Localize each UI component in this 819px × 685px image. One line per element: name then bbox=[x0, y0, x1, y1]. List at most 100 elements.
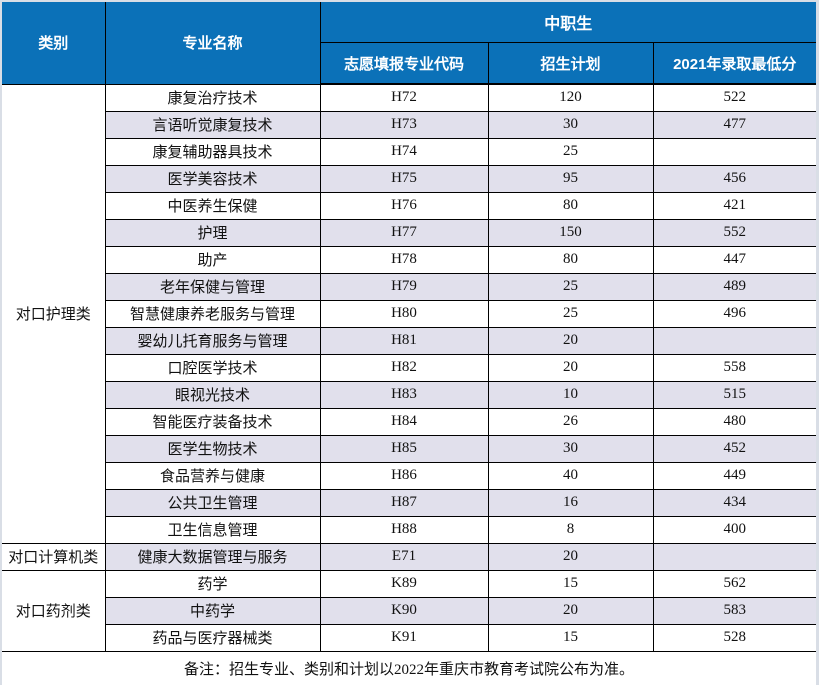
score-cell bbox=[652, 137, 817, 166]
table-row: 食品营养与健康 H86 40 449 bbox=[2, 461, 817, 490]
major-code-cell: H78 bbox=[319, 245, 489, 274]
score-cell: 434 bbox=[652, 488, 817, 517]
plan-cell: 20 bbox=[487, 353, 654, 382]
col-header-application-code: 志愿填报专业代码 bbox=[319, 42, 489, 85]
plan-cell: 8 bbox=[487, 515, 654, 544]
plan-cell: 40 bbox=[487, 461, 654, 490]
score-cell: 477 bbox=[652, 110, 817, 139]
table-row: 婴幼儿托育服务与管理 H81 20 bbox=[2, 326, 817, 355]
major-code-cell: H80 bbox=[319, 299, 489, 328]
major-code-cell: H74 bbox=[319, 137, 489, 166]
col-header-min-score-2021: 2021年录取最低分 bbox=[652, 42, 817, 85]
major-name-cell: 护理 bbox=[104, 218, 321, 247]
score-cell: 522 bbox=[652, 83, 817, 112]
major-code-cell: H81 bbox=[319, 326, 489, 355]
score-cell: 558 bbox=[652, 353, 817, 382]
major-code-cell: H84 bbox=[319, 407, 489, 436]
major-name-cell: 药品与医疗器械类 bbox=[104, 623, 321, 652]
major-name-cell: 言语听觉康复技术 bbox=[104, 110, 321, 139]
plan-cell: 15 bbox=[487, 623, 654, 652]
table-row: 对口计算机类 健康大数据管理与服务 E71 20 bbox=[1, 542, 817, 571]
score-cell: 496 bbox=[652, 299, 817, 328]
plan-cell: 25 bbox=[487, 299, 654, 328]
major-code-cell: H87 bbox=[319, 488, 489, 517]
score-cell: 449 bbox=[652, 461, 817, 490]
major-code-cell: H76 bbox=[319, 191, 489, 220]
plan-cell: 10 bbox=[487, 380, 654, 409]
major-code-cell: H88 bbox=[319, 515, 489, 544]
score-cell: 452 bbox=[652, 434, 817, 463]
major-name-cell: 婴幼儿托育服务与管理 bbox=[104, 326, 321, 355]
header-row-top: 类别 专业名称 中职生 bbox=[1, 1, 817, 85]
table-row: 中药学 K90 20 583 bbox=[2, 596, 817, 625]
score-cell: 421 bbox=[652, 191, 817, 220]
major-code-cell: E71 bbox=[319, 542, 489, 571]
major-name-cell: 医学美容技术 bbox=[104, 164, 321, 193]
major-code-cell: H73 bbox=[319, 110, 489, 139]
plan-cell: 120 bbox=[487, 83, 654, 112]
plan-cell: 80 bbox=[487, 245, 654, 274]
category-cell: 对口护理类 bbox=[1, 83, 106, 544]
major-name-cell: 康复辅助器具技术 bbox=[104, 137, 321, 166]
major-name-cell: 医学生物技术 bbox=[104, 434, 321, 463]
score-cell: 400 bbox=[652, 515, 817, 544]
table-row: 智慧健康养老服务与管理 H80 25 496 bbox=[2, 299, 817, 328]
plan-cell: 150 bbox=[487, 218, 654, 247]
major-name-cell: 中药学 bbox=[104, 596, 321, 625]
major-code-cell: K89 bbox=[319, 569, 489, 598]
table-row: 口腔医学技术 H82 20 558 bbox=[2, 353, 817, 382]
score-cell: 480 bbox=[652, 407, 817, 436]
major-name-cell: 智慧健康养老服务与管理 bbox=[104, 299, 321, 328]
table-row: 对口药剂类 药学 K89 15 562 bbox=[1, 569, 817, 652]
table-row: 中医养生保健 H76 80 421 bbox=[2, 191, 817, 220]
major-code-cell: H77 bbox=[319, 218, 489, 247]
header-row-sub: 志愿填报专业代码 招生计划 2021年录取最低分 bbox=[2, 42, 817, 85]
table-row: 智能医疗装备技术 H84 26 480 bbox=[2, 407, 817, 436]
footer-note: 备注：招生专业、类别和计划以2022年重庆市教育考试院公布为准。 bbox=[2, 651, 817, 685]
major-name-cell: 中医养生保健 bbox=[104, 191, 321, 220]
plan-cell: 15 bbox=[487, 569, 654, 598]
major-code-cell: K90 bbox=[319, 596, 489, 625]
category-cell: 对口药剂类 bbox=[1, 569, 106, 652]
footer-row: 备注：招生专业、类别和计划以2022年重庆市教育考试院公布为准。 bbox=[2, 651, 817, 685]
table-footer: 备注：招生专业、类别和计划以2022年重庆市教育考试院公布为准。 bbox=[2, 651, 817, 685]
major-name-cell: 卫生信息管理 bbox=[104, 515, 321, 544]
table-row: 助产 H78 80 447 bbox=[2, 245, 817, 274]
plan-cell: 20 bbox=[487, 326, 654, 355]
plan-cell: 25 bbox=[487, 137, 654, 166]
score-cell: 489 bbox=[652, 272, 817, 301]
table-row: 医学美容技术 H75 95 456 bbox=[2, 164, 817, 193]
score-cell: 515 bbox=[652, 380, 817, 409]
major-name-cell: 药学 bbox=[104, 569, 321, 598]
plan-cell: 80 bbox=[487, 191, 654, 220]
table-body: 对口护理类 康复治疗技术 H72 120 522 言语听觉康复技术 H73 30 477 康复辅助… bbox=[1, 83, 817, 652]
major-name-cell: 口腔医学技术 bbox=[104, 353, 321, 382]
table-row: 公共卫生管理 H87 16 434 bbox=[2, 488, 817, 517]
major-code-cell: H83 bbox=[319, 380, 489, 409]
table-row: 言语听觉康复技术 H73 30 477 bbox=[2, 110, 817, 139]
table-row: 康复辅助器具技术 H74 25 bbox=[2, 137, 817, 166]
major-name-cell: 老年保健与管理 bbox=[104, 272, 321, 301]
major-name-cell: 公共卫生管理 bbox=[104, 488, 321, 517]
major-code-cell: H75 bbox=[319, 164, 489, 193]
major-code-cell: K91 bbox=[319, 623, 489, 652]
major-name-cell: 康复治疗技术 bbox=[104, 83, 321, 112]
table-header: 类别 专业名称 中职生 志愿填报专业代码 招生计划 2021年录取最低分 bbox=[1, 1, 817, 85]
plan-cell: 20 bbox=[487, 596, 654, 625]
score-cell bbox=[652, 326, 817, 355]
table-row: 对口护理类 康复治疗技术 H72 120 522 bbox=[1, 83, 817, 544]
col-header-student-group: 中职生 bbox=[319, 1, 817, 43]
plan-cell: 30 bbox=[487, 434, 654, 463]
major-name-cell: 食品营养与健康 bbox=[104, 461, 321, 490]
table-row: 眼视光技术 H83 10 515 bbox=[2, 380, 817, 409]
plan-cell: 30 bbox=[487, 110, 654, 139]
category-cell: 对口计算机类 bbox=[1, 542, 106, 571]
major-name-cell: 助产 bbox=[104, 245, 321, 274]
major-code-cell: H79 bbox=[319, 272, 489, 301]
table-row: 护理 H77 150 552 bbox=[2, 218, 817, 247]
table-row: 卫生信息管理 H88 8 400 bbox=[2, 515, 817, 544]
score-cell: 562 bbox=[652, 569, 817, 598]
col-header-major-name: 专业名称 bbox=[104, 1, 321, 85]
major-name-cell: 智能医疗装备技术 bbox=[104, 407, 321, 436]
